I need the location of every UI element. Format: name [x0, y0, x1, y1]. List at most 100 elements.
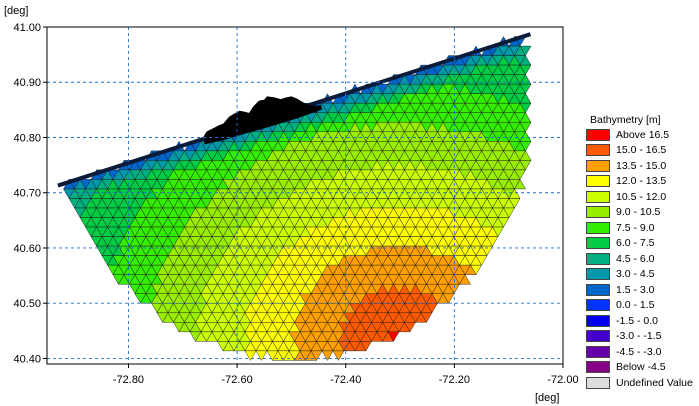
legend-label: Below -4.5 — [616, 361, 666, 374]
legend-label: -1.5 - 0.0 — [616, 314, 659, 327]
legend-entry: 15.0 - 16.5 — [586, 143, 698, 159]
mesh-element — [519, 141, 532, 152]
legend-entry: 1.5 - 3.0 — [586, 282, 698, 298]
legend-label: 12.0 - 13.5 — [616, 175, 667, 188]
mesh-triangles — [57, 32, 532, 361]
legend-entry: 7.5 - 9.0 — [586, 220, 698, 236]
mesh-element — [343, 340, 356, 352]
mesh-element — [222, 340, 235, 352]
x-tick-label: -72.20 — [439, 374, 470, 386]
mesh-element — [519, 83, 532, 95]
legend-label: 1.5 - 3.0 — [616, 283, 655, 296]
plot-frame — [46, 26, 564, 365]
legend-label: 3.0 - 4.5 — [616, 268, 655, 281]
mesh-element — [464, 264, 477, 275]
legend-swatch — [586, 237, 610, 250]
legend-swatch — [586, 361, 610, 374]
legend-swatch — [586, 268, 610, 281]
legend-label: 7.5 - 9.0 — [616, 221, 655, 234]
legend-swatch — [586, 206, 610, 219]
mesh-element — [244, 350, 257, 361]
mesh-element — [519, 64, 532, 76]
mesh-element — [255, 350, 268, 361]
legend-entry: 6.0 - 7.5 — [586, 236, 698, 252]
y-tick-label: 40.70 — [13, 188, 41, 200]
mesh-element — [508, 198, 521, 209]
legend-entry: Above 16.5 — [586, 127, 698, 143]
mesh-element — [519, 122, 532, 133]
mesh-element — [519, 45, 532, 57]
legend-title: Bathymetry [m] — [590, 114, 661, 126]
legend-entry: 12.0 - 13.5 — [586, 174, 698, 190]
legend-entry: 9.0 - 10.5 — [586, 205, 698, 221]
legend-label: 0.0 - 1.5 — [616, 299, 655, 312]
mesh-element — [519, 102, 532, 114]
legend-swatch — [586, 314, 610, 327]
legend-label: 9.0 - 10.5 — [616, 206, 661, 219]
legend-entry: -1.5 - 0.0 — [586, 313, 698, 329]
x-tick-label: -72.00 — [547, 374, 578, 386]
mesh-element — [486, 236, 499, 247]
legend-entry: Undefined Value — [586, 375, 698, 391]
mesh-element — [519, 160, 532, 171]
mesh-element — [398, 321, 411, 333]
y-tick-label: 40.90 — [13, 77, 41, 89]
legend-label: Undefined Value — [616, 376, 693, 389]
y-tick-label: 40.40 — [13, 353, 41, 365]
land-mass — [204, 96, 323, 145]
mesh-element — [321, 350, 334, 361]
legend-entry: 4.5 - 6.0 — [586, 251, 698, 267]
legend-entry: -4.5 - -3.0 — [586, 344, 698, 360]
legend-label: 4.5 - 6.0 — [616, 252, 655, 265]
y-unit-label: [deg] — [4, 5, 28, 17]
mesh-element — [178, 321, 191, 333]
legend-swatch — [586, 299, 610, 312]
legend-entry: 10.5 - 12.0 — [586, 189, 698, 205]
mesh-element — [459, 274, 471, 285]
axis-ticks: -72.80 -72.60 -72.40 -72.20 -72.00 41.00 40.90… — [13, 22, 578, 386]
legend-label: -4.5 - -3.0 — [616, 345, 662, 358]
legend-entry: 3.0 - 4.5 — [586, 267, 698, 283]
legend-swatch — [586, 159, 610, 172]
mesh-element — [310, 350, 323, 361]
legend-label: 6.0 - 7.5 — [616, 237, 655, 250]
mesh-element — [420, 312, 433, 323]
mesh-element — [497, 217, 510, 228]
x-unit-label: [deg] — [535, 392, 559, 404]
x-tick-label: -72.40 — [330, 374, 361, 386]
y-tick-label: 40.80 — [13, 132, 41, 144]
legend-swatch — [586, 330, 610, 343]
legend-swatch — [586, 221, 610, 234]
legend-label: 13.5 - 15.0 — [616, 159, 667, 172]
legend-swatch — [586, 283, 610, 296]
legend-label: 15.0 - 16.5 — [616, 144, 667, 157]
legend-swatch — [586, 345, 610, 358]
legend-label: -3.0 - -1.5 — [616, 330, 662, 343]
mesh-element — [332, 350, 345, 361]
mesh-element — [475, 255, 488, 266]
legend-swatch — [586, 252, 610, 265]
legend-swatch — [586, 144, 610, 157]
mesh-element — [442, 293, 455, 304]
legend-label: Above 16.5 — [616, 128, 670, 141]
legend-entry: -3.0 - -1.5 — [586, 329, 698, 345]
y-tick-label: 40.60 — [13, 243, 41, 255]
legend-swatch — [586, 128, 610, 141]
legend-swatch — [586, 376, 610, 389]
mesh-element — [354, 340, 367, 352]
y-tick-label: 41.00 — [13, 22, 41, 34]
grid-lines — [47, 27, 563, 364]
y-tick-label: 40.50 — [13, 298, 41, 310]
legend-label: 10.5 - 12.0 — [616, 190, 667, 203]
legend-swatch — [586, 175, 610, 188]
legend-entry: 13.5 - 15.0 — [586, 158, 698, 174]
legend-entry: Below -4.5 — [586, 360, 698, 376]
x-tick-label: -72.80 — [113, 374, 144, 386]
mesh-element — [387, 331, 400, 342]
legend: Bathymetry [m] Above 16.5 15.0 - 16.5 13.5… — [586, 113, 698, 391]
mesh-element — [514, 178, 526, 190]
legend-swatch — [586, 190, 610, 203]
legend-entry: 0.0 - 1.5 — [586, 298, 698, 314]
x-tick-label: -72.60 — [222, 374, 253, 386]
